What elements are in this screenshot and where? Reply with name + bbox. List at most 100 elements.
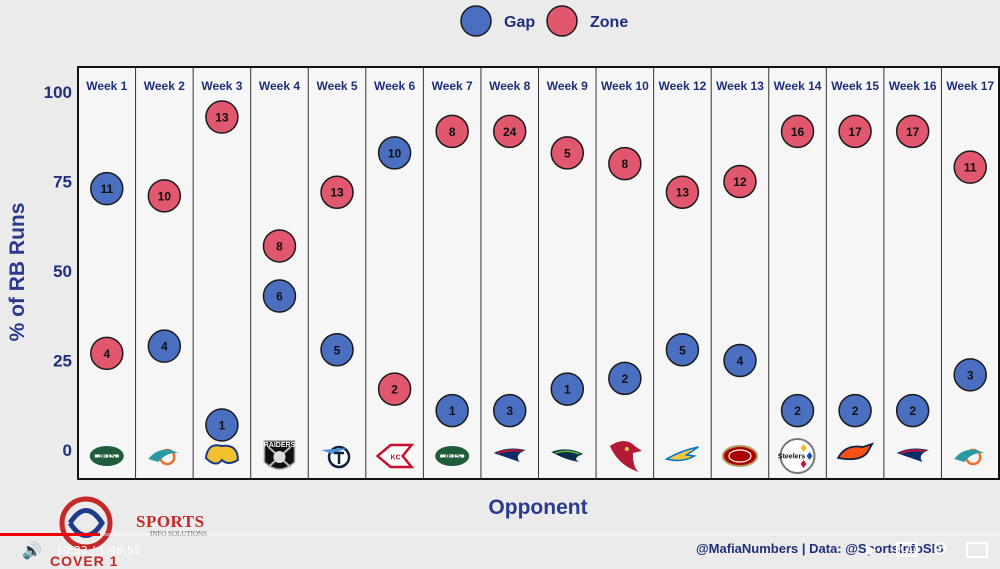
point-gap: 4 [147,329,182,363]
svg-text:RAIDERS: RAIDERS [264,442,296,449]
point-marker [608,361,642,396]
volume-icon[interactable]: 🔊 [22,541,42,560]
point-zone: 8 [262,229,297,263]
week-label: Week 6 [374,79,415,93]
point-zone: 17 [895,114,930,149]
svg-text:Steelers: Steelers [778,454,805,461]
point-zone: 5 [550,136,585,170]
point-marker [723,164,757,199]
point-count-label: 3 [967,368,974,382]
point-marker [90,336,124,371]
point-zone: 16 [780,114,815,149]
point-marker [377,136,412,170]
point-zone: 13 [205,100,239,134]
week-label: Week 15 [831,79,879,93]
point-count-label: 13 [215,111,229,125]
y-axis-title: % of RB Runs [6,203,29,342]
svg-text:JETS: JETS [443,454,461,461]
cover1-text: COVER 1 [50,553,119,569]
week-label: Week 14 [774,79,822,93]
point-count-label: 10 [388,146,402,160]
point-marker [262,229,297,263]
point-marker [608,146,642,181]
point-marker [492,393,527,428]
point-zone: 17 [838,114,872,149]
point-marker [435,114,469,149]
legend-swatch [460,5,492,37]
point-marker [492,114,527,149]
point-marker [780,114,815,149]
settings-gear-icon[interactable]: ⚙ [932,539,949,560]
point-count-label: 17 [906,125,920,139]
point-count-label: 6 [276,290,283,304]
week-label: Week 16 [889,79,937,93]
point-count-label: 11 [964,161,977,175]
video-player-bar[interactable]: 🔊 10:33 / 1:46:55 @MafiaNumbers | Data: … [0,533,1000,569]
point-marker [205,100,239,134]
point-count-label: 4 [161,340,168,354]
point-marker [550,372,585,406]
point-count-label: 8 [622,157,629,171]
jets-logo: JETS [435,446,470,466]
point-gap: 4 [723,343,757,378]
progress-bar[interactable] [0,533,1000,536]
opponent-logos: JETS RAIDERS KC JETS Steelers [89,438,985,474]
point-count-label: 2 [909,404,916,418]
captions-icon[interactable]: CC [896,542,918,557]
miniplayer-icon[interactable] [966,542,988,558]
point-zone: 11 [953,150,987,184]
week-label: Week 9 [547,79,588,93]
week-label: Week 3 [201,79,242,93]
point-count-label: 13 [330,186,344,200]
svg-text:KC: KC [391,455,401,462]
week-label: Week 13 [716,79,764,93]
point-count-label: 1 [219,418,226,432]
seahawks-logo [551,449,584,462]
svg-text:JETS: JETS [98,454,116,461]
autoplay-toggle-icon[interactable]: ▶ [866,542,877,558]
point-count-label: 8 [276,239,283,253]
point-marker [320,175,354,209]
point-gap: 2 [895,393,930,428]
point-gap: 10 [377,136,412,170]
point-marker [435,393,469,428]
point-marker [838,114,872,149]
point-marker [320,333,354,367]
y-axis: 0 25 50 75 100 [44,83,72,460]
49ers-logo [721,445,758,467]
week-label: Week 12 [659,79,707,93]
x-axis-title: Opponent [488,496,587,519]
sis-logo-subtext: INFO SOLUTIONS [150,530,207,538]
point-gap: 1 [550,372,585,406]
cardinals-logo [609,441,642,472]
timecode: 10:33 / 1:46:55 [56,544,141,557]
point-marker [147,179,182,213]
chiefs-logo: KC [375,443,415,469]
point-marker [665,175,700,209]
y-tick-label: 100 [44,83,72,102]
steelers-logo: Steelers [778,438,816,474]
legend-item-gap: Gap [460,5,535,37]
patriots-logo [896,448,929,462]
raiders-logo: RAIDERS [264,440,296,470]
y-tick-label: 25 [53,352,72,371]
point-count-label: 4 [737,354,744,368]
week-label: Week 8 [489,79,530,93]
point-marker [838,393,872,428]
point-gap: 2 [838,393,872,428]
point-count-label: 4 [103,347,110,361]
point-count-label: 2 [852,404,859,418]
patriots-logo [493,448,526,462]
broncos-logo [836,442,875,461]
progress-fill [0,533,100,536]
point-marker [205,408,239,442]
point-marker [262,279,297,313]
point-count-label: 5 [334,343,341,357]
point-zone: 13 [320,175,354,209]
week-label: Week 5 [316,79,357,93]
y-tick-label: 0 [63,441,72,460]
point-count-label: 10 [158,189,172,203]
point-zone: 24 [492,114,527,149]
